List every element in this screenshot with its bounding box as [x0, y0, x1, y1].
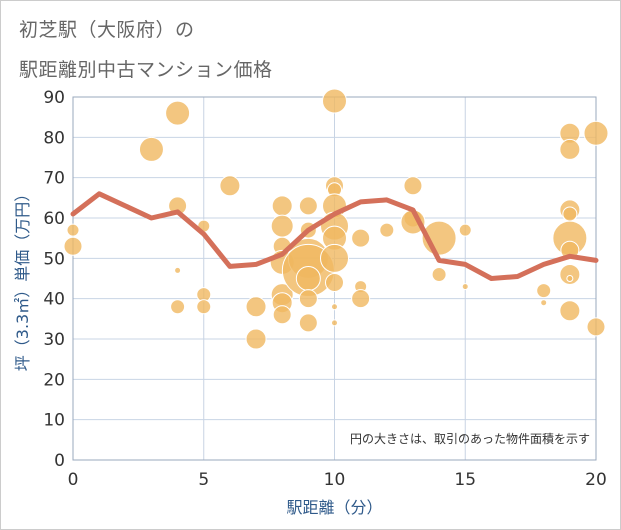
transaction-bubble [586, 317, 606, 337]
transaction-bubble [351, 289, 371, 309]
y-tick-label: 10 [43, 411, 65, 431]
x-tick-label: 10 [324, 470, 346, 490]
chart-title-line2: 駅距離別中古マンション価格 [19, 59, 273, 81]
transaction-bubble [165, 100, 191, 126]
y-tick-label: 0 [54, 451, 65, 471]
transaction-bubble [331, 303, 338, 311]
transaction-bubble [536, 283, 552, 299]
x-tick-label: 15 [454, 470, 476, 490]
transaction-bubble [431, 266, 447, 282]
y-tick-label: 60 [43, 209, 65, 229]
transaction-bubble [298, 196, 318, 216]
transaction-bubble [559, 138, 581, 160]
transaction-bubble [245, 328, 267, 350]
chart-title-line1: 初芝駅（大阪府）の [19, 19, 195, 41]
y-tick-label: 70 [43, 169, 65, 189]
transaction-bubble [138, 136, 164, 162]
transaction-bubble [458, 223, 472, 237]
y-tick-label: 90 [43, 88, 65, 108]
tick-layer: 0 10 20 30 40 50 60 70 80 90 0 5 10 15 20 [43, 88, 606, 490]
transaction-bubble [66, 223, 80, 237]
transaction-bubble [351, 228, 371, 248]
transaction-bubble [559, 300, 581, 322]
transaction-bubble [174, 266, 182, 274]
transaction-bubble [583, 120, 609, 146]
x-tick-label: 0 [68, 470, 79, 490]
transaction-bubble [403, 176, 423, 196]
transaction-bubble [271, 195, 293, 217]
y-tick-label: 80 [43, 128, 65, 148]
y-tick-label: 30 [43, 330, 65, 350]
transaction-bubble [298, 313, 318, 333]
y-tick-label: 40 [43, 290, 65, 310]
transaction-bubble [170, 299, 186, 315]
transaction-bubble [63, 236, 83, 256]
x-axis-label: 駅距離（分） [286, 498, 382, 517]
y-axis-label: 坪（3.3㎡）単価（万円） [13, 186, 32, 371]
transaction-bubble [325, 273, 344, 293]
x-tick-label: 20 [585, 470, 607, 490]
transaction-bubble [331, 319, 338, 327]
transaction-bubble [196, 299, 212, 315]
transaction-bubble [322, 88, 347, 114]
transaction-bubble [245, 296, 267, 318]
average-price-line [70, 191, 599, 281]
transaction-bubble [272, 305, 292, 325]
transaction-bubble [298, 289, 318, 309]
x-tick-label: 5 [198, 470, 209, 490]
transaction-bubble [540, 299, 548, 307]
transaction-bubble [566, 275, 574, 282]
bubble-layer [63, 88, 609, 350]
transaction-bubble [562, 206, 578, 222]
transaction-bubble [379, 222, 395, 238]
transaction-bubble [461, 283, 469, 291]
transaction-bubble [219, 175, 241, 197]
transaction-bubble [270, 214, 294, 238]
y-tick-label: 50 [43, 249, 65, 269]
transaction-bubble [295, 266, 321, 291]
transaction-bubble [559, 263, 581, 285]
bubble-size-note: 円の大きさは、取引のあった物件面積を示す [350, 431, 590, 446]
y-tick-label: 20 [43, 370, 65, 390]
transaction-bubble [320, 243, 349, 273]
